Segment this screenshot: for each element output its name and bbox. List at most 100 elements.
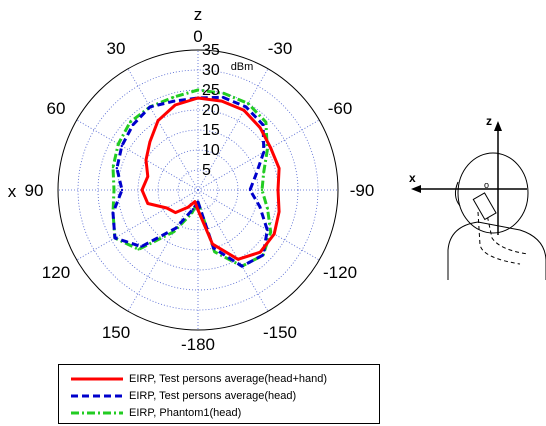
axis-label-top: z [194,5,203,24]
shoulder-outline [447,221,546,280]
data-point [196,96,200,100]
data-point [137,248,140,251]
data-point [111,211,115,214]
data-point [222,92,226,95]
phone-device-icon [472,192,497,221]
data-point [196,88,200,92]
data-point [269,230,272,234]
data-point [174,226,178,230]
data-point [120,188,124,192]
data-point [258,205,262,208]
angle-tick-label: -150 [263,323,297,342]
data-point [171,96,175,99]
axis-label-left: x [8,182,17,201]
data-point [261,123,265,127]
arm-dashed-outline [485,209,529,255]
data-point [273,232,276,236]
grid-spoke [76,119,199,191]
data-point [146,175,149,178]
data-point [193,200,197,203]
angle-tick-label: 90 [25,181,44,200]
grid-spoke [197,119,320,191]
data-point [266,228,269,232]
legend-label: EIRP, Test persons average(head+hand) [129,373,328,385]
data-point [111,166,115,169]
data-point [196,200,200,204]
grid-spoke [197,68,269,191]
data-point [120,144,123,148]
data-point [213,250,216,254]
angle-tick-label: -30 [268,39,293,58]
angle-tick-label: 0 [193,27,202,46]
data-point [259,126,262,129]
outer-ring [57,49,339,331]
grid-spoke [197,189,320,261]
label-layer: z x dBm 51015202530350306090120150-180-1… [8,5,375,354]
radial-tick-label: 30 [202,62,220,79]
data-point [140,245,143,248]
angle-tick-label: -90 [350,181,375,200]
data-point [246,102,250,105]
legend-item-1: EIRP, Test persons average(head) [59,387,379,405]
data-point [128,120,132,124]
data-point [240,265,244,268]
x-arrow-icon [411,185,421,193]
grid-ring [137,129,259,251]
legend-label: EIRP, Phantom1(head) [129,407,242,419]
data-point [266,148,269,152]
data-point [259,251,262,254]
data-point [242,109,246,112]
data-point [277,167,281,170]
data-point [264,120,268,124]
radial-tick-label: 15 [202,122,220,139]
data-point [117,142,120,146]
legend-item-2: EIRP, Phantom1(head) [59,404,379,422]
data-point [254,173,258,176]
legend-swatch-solid [71,377,123,381]
data-point [165,206,169,210]
z-arrow-icon [494,121,502,131]
data-point [211,242,214,246]
orientation-diagram: z x o [409,114,546,280]
data-point [186,206,190,209]
grid-ring [97,89,299,291]
data-point [266,207,269,210]
grid-ring [177,169,219,211]
hand-dashed-outline [477,211,521,265]
legend-swatch-dashdot [71,411,123,415]
data-point [269,146,272,150]
radial-unit-label: dBm [231,61,254,73]
series-layer [111,88,281,268]
data-point [277,210,281,213]
data-point [212,246,215,250]
data-point [144,158,148,162]
data-point [196,208,200,212]
angle-tick-label: 60 [47,99,66,118]
data-point [172,99,176,103]
data-point [148,105,152,109]
data-point [244,105,248,109]
grid-spoke [127,68,199,191]
data-point [260,188,264,192]
angle-tick-label: -120 [323,263,357,282]
radial-tick-label: 5 [202,162,211,179]
legend-label: EIRP, Test persons average(head) [129,390,297,402]
legend: EIRP, Test persons average(head+hand) EI… [58,364,380,424]
ear-shape [454,181,461,207]
data-point [262,171,265,174]
grid-spoke [127,189,199,312]
data-point [174,211,177,214]
grid-spoke [197,189,269,312]
data-point [221,96,225,99]
data-point [191,208,195,211]
radial-tick-label: 10 [202,142,220,159]
data-point [174,103,177,107]
data-point [248,188,252,192]
data-point [262,150,266,154]
head-outline [457,152,529,234]
data-point [148,140,152,144]
data-point [236,258,240,261]
angle-tick-label: 30 [107,39,126,58]
radial-tick-label: 25 [202,82,220,99]
